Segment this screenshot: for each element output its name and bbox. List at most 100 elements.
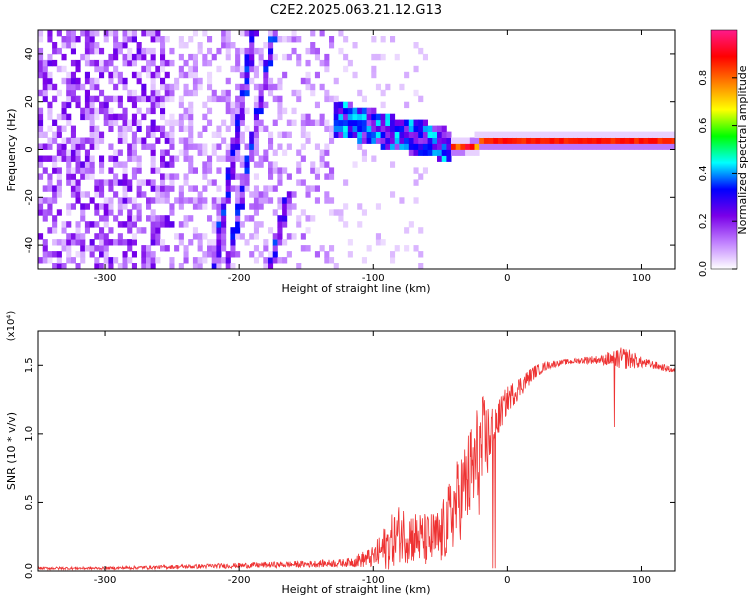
spectrogram-cell (314, 185, 320, 192)
spectrogram-cell (286, 143, 292, 150)
spectrogram-cell (117, 77, 123, 85)
spectrogram-cell (155, 30, 161, 37)
spectrogram-cell (277, 197, 283, 204)
spectrogram-cell (99, 47, 105, 55)
spectrogram-cell (244, 77, 250, 85)
spectrogram-cell (493, 137, 499, 144)
spectrogram-cell (615, 137, 621, 144)
spectrogram-cell (390, 113, 396, 121)
spectrogram-cell (202, 113, 208, 121)
spectrogram-cell (122, 167, 128, 174)
spectrogram-cell (99, 239, 105, 246)
spectrogram-cell (225, 101, 231, 109)
spectrogram-cell (47, 113, 53, 121)
spectrogram-cell (207, 119, 213, 126)
spectrogram-cell (108, 59, 114, 67)
spectrogram-cell (530, 143, 536, 150)
spectrogram-cell (235, 143, 241, 150)
spectrogram-cell (371, 137, 377, 144)
spectrogram-cell (305, 47, 311, 55)
spectrogram-cell (239, 47, 245, 55)
spectrogram-cell (70, 155, 76, 162)
spectrogram-cell (160, 197, 166, 204)
spectrogram-cell (174, 83, 180, 91)
spectrogram-cell (155, 65, 161, 73)
spectrogram-cell (253, 119, 259, 126)
y-tick-label: 1.0 (24, 426, 35, 442)
spectrogram-cell (155, 215, 161, 222)
spectrogram-cell (235, 215, 241, 222)
spectrogram-cell (253, 203, 259, 210)
spectrogram-cell (70, 203, 76, 210)
spectrogram-cell (66, 257, 72, 264)
spectrogram-cell (131, 167, 137, 174)
spectrogram-cell (385, 83, 391, 91)
spectrogram-cell (131, 215, 137, 222)
spectrogram-cell (164, 221, 170, 228)
spectrogram-cell (56, 173, 62, 180)
spectrogram-cell (263, 65, 269, 73)
spectrogram-cell (239, 203, 245, 210)
spectrogram-cell (56, 263, 62, 269)
x-tick-label: 100 (632, 273, 651, 284)
spectrogram-cell (277, 179, 283, 186)
spectrogram-cell (629, 137, 635, 144)
spectrogram-cell (277, 173, 283, 180)
spectrogram-cell (277, 36, 283, 43)
spectrogram-cell (338, 107, 344, 115)
spectrogram-cell (56, 47, 62, 55)
spectrogram-cell (451, 143, 457, 150)
spectrogram-cell (221, 137, 227, 144)
spectrogram-cell (131, 71, 137, 79)
spectrogram-cell (610, 137, 616, 144)
spectrogram-cell (117, 101, 123, 109)
spectrogram-cell (282, 107, 288, 115)
spectrogram-cell (230, 185, 236, 192)
spectrogram-cell (380, 89, 386, 97)
spectrogram-cell (131, 53, 137, 61)
spectrogram-cell (282, 36, 288, 43)
spectrogram-cell (357, 89, 363, 97)
spectrogram-cell (488, 131, 494, 138)
spectrogram-cell (94, 131, 100, 138)
spectrogram-cell (446, 131, 452, 138)
spectrogram-cell (169, 59, 175, 67)
spectrogram-cell (225, 257, 231, 264)
spectrogram-cell (150, 95, 156, 103)
spectrogram-cell (390, 161, 396, 168)
spectrogram-cell (253, 101, 259, 109)
spectrogram-cell (648, 131, 654, 138)
spectrogram-cell (150, 239, 156, 246)
spectrogram-cell (103, 30, 109, 37)
spectrogram-cell (310, 161, 316, 168)
spectrogram-cell (150, 47, 156, 55)
spectrogram-cell (188, 113, 194, 121)
spectrogram-cell (221, 257, 227, 264)
spectrogram-cell (338, 209, 344, 216)
spectrogram-cell (164, 137, 170, 144)
spectrogram-cell (108, 209, 114, 216)
spectrogram-cell (183, 155, 189, 162)
spectrogram-cell (253, 47, 259, 55)
spectrogram-cell (286, 36, 292, 43)
spectrogram-cell (375, 137, 381, 144)
spectrogram-cell (146, 30, 152, 37)
spectrogram-cell (554, 131, 560, 138)
spectrogram-cell (347, 131, 353, 138)
snr-frame (37, 330, 676, 572)
spectrogram-cell (624, 131, 630, 138)
spectrogram-cell (324, 143, 330, 150)
spectrogram-cell (390, 143, 396, 150)
spectrogram-cell (70, 179, 76, 186)
spectrogram-cell (357, 125, 363, 132)
spectrogram-cell (160, 185, 166, 192)
spectrogram-cell (169, 221, 175, 228)
spectrogram-cell (42, 89, 48, 97)
spectrogram-cell (333, 119, 339, 126)
spectrogram-cell (563, 131, 569, 138)
spectrogram-cell (667, 143, 673, 150)
spectrogram-cell (230, 149, 236, 156)
spectrogram-cell (418, 137, 424, 144)
spectrogram-cell (221, 95, 227, 103)
spectrogram-cell (136, 191, 142, 198)
